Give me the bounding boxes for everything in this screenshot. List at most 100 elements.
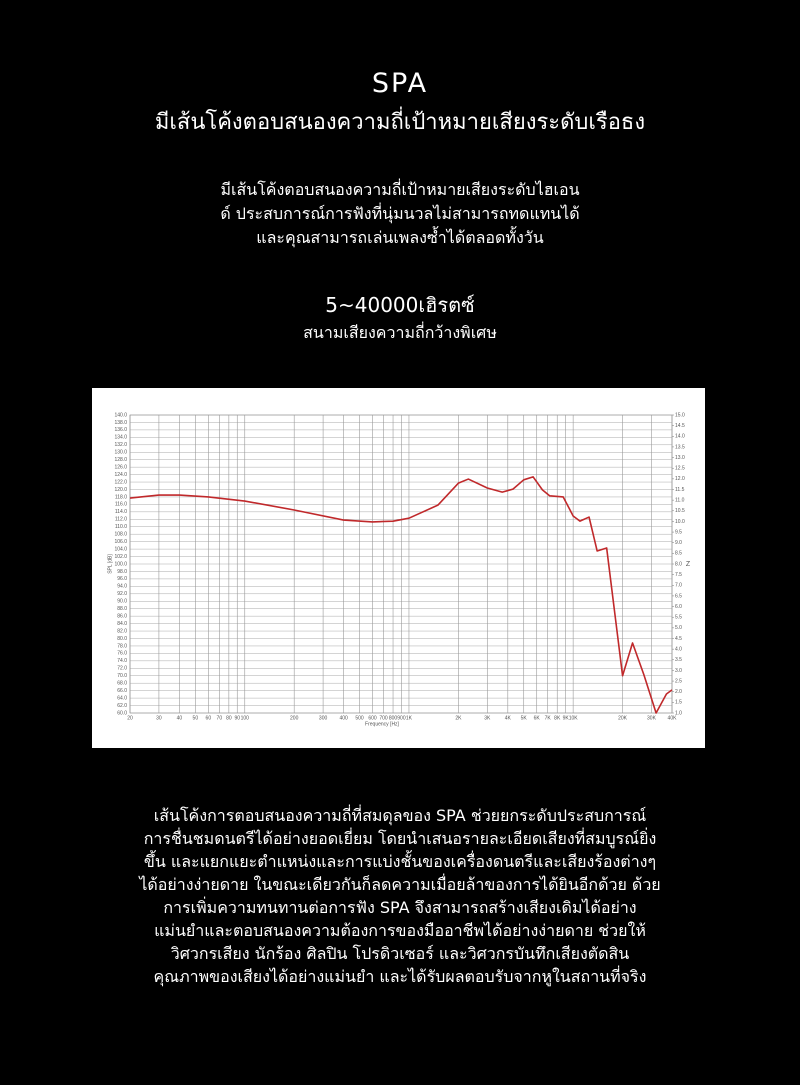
intro-line: มีเส้นโค้งตอบสนองความถี่เป้าหมายเสียงระด…	[220, 180, 580, 199]
y2-tick-label: 4.0	[675, 646, 682, 652]
y-tick-label: 70.0	[117, 673, 127, 679]
y-tick-label: 62.0	[117, 703, 127, 709]
x-tick-label: 70	[217, 715, 223, 721]
x-tick-label: 3K	[484, 715, 491, 721]
y-tick-label: 88.0	[117, 606, 127, 612]
intro-line: ด์ ประสบการณ์การฟังที่นุ่มนวลไม่สามารถทด…	[220, 204, 580, 223]
y-tick-label: 126.0	[114, 464, 127, 470]
x-tick-label: 500	[355, 715, 364, 721]
x-tick-label: 60	[206, 715, 212, 721]
y-tick-label: 134.0	[114, 435, 127, 441]
y2-tick-label: 6.5	[675, 593, 682, 599]
spec-value: 5~40000เฮิรตซ์	[325, 293, 475, 317]
x-tick-label: 9K	[563, 715, 570, 721]
response-curve	[129, 476, 673, 714]
body-line: การชื่นชมดนตรีได้อย่างยอดเยี่ยม โดยนำเสน…	[143, 829, 657, 848]
body-line: ได้อย่างง่ายดาย ในขณะเดียวกันก็ลดความเมื…	[139, 875, 661, 894]
intro-line: และคุณสามารถเล่นเพลงซ้ำได้ตลอดทั้งวัน	[256, 228, 544, 247]
body-line: แม่นยำและตอบสนองความต้องการของมืออาชีพได…	[154, 921, 646, 940]
y-tick-label: 74.0	[117, 658, 127, 664]
y-tick-label: 112.0	[115, 517, 127, 523]
y-tick-label: 124.0	[114, 472, 127, 478]
y-axis-label: SPL [dB]	[107, 554, 113, 574]
x-tick-label: 50	[193, 715, 199, 721]
body-line: คุณภาพของเสียงได้อย่างแม่นยำ และได้รับผล…	[153, 967, 647, 986]
spec-label: สนามเสียงความถี่กว้างพิเศษ	[303, 323, 497, 342]
y-tick-label: 116.0	[115, 502, 127, 508]
y-tick-label: 120.0	[114, 487, 127, 493]
y-tick-label: 130.0	[114, 450, 127, 456]
y2-axis-label: Z	[686, 561, 691, 568]
y-tick-label: 132.0	[114, 442, 127, 448]
y2-tick-label: 11.0	[675, 497, 685, 503]
y2-tick-label: 6.0	[675, 604, 682, 610]
y-tick-label: 110.0	[115, 524, 127, 530]
y-tick-label: 114.0	[115, 509, 127, 515]
y2-tick-label: 12.0	[675, 476, 685, 482]
y-tick-label: 122.0	[114, 479, 127, 485]
x-tick-label: 8K	[554, 715, 561, 721]
x-tick-label: 1K	[406, 715, 413, 721]
y-tick-label: 84.0	[117, 621, 127, 627]
y2-tick-label: 14.5	[675, 423, 685, 429]
x-tick-label: 20K	[618, 715, 628, 721]
y-tick-label: 102.0	[114, 554, 127, 560]
y-tick-label: 68.0	[117, 681, 127, 687]
x-tick-label: 600	[368, 715, 377, 721]
y-tick-label: 140.0	[114, 412, 127, 418]
y-tick-label: 136.0	[114, 427, 127, 433]
y-tick-label: 86.0	[117, 613, 127, 619]
y-tick-label: 108.0	[114, 532, 127, 538]
y2-tick-label: 10.5	[675, 508, 685, 514]
y2-tick-label: 13.5	[675, 444, 685, 450]
y2-tick-label: 2.5	[675, 678, 682, 684]
x-tick-label: 900	[397, 715, 406, 721]
y2-tick-label: 12.5	[675, 466, 685, 472]
y-tick-label: 72.0	[117, 666, 127, 672]
y2-tick-label: 5.0	[675, 625, 682, 631]
subtitle: มีเส้นโค้งตอบสนองความถี่เป้าหมายเสียงระด…	[154, 110, 646, 135]
y-tick-label: 64.0	[117, 695, 127, 701]
y2-tick-label: 9.0	[675, 540, 682, 546]
y2-tick-label: 10.0	[675, 519, 685, 525]
body-line: การเพิ่มความทนทานต่อการฟัง SPA จึงสามารถ…	[163, 898, 637, 917]
y-tick-label: 104.0	[114, 546, 127, 552]
y2-tick-label: 8.5	[675, 551, 682, 557]
body-line: ขึ้น และแยกแยะตำแหน่งและการแบ่งชั้นของเค…	[143, 852, 657, 871]
y-tick-label: 118.0	[115, 494, 127, 500]
x-tick-label: 90	[234, 715, 240, 721]
y2-tick-label: 7.5	[675, 572, 682, 578]
body-line: วิศวกรเสียง นักร้อง ศิลปิน โปรดิวเซอร์ แ…	[170, 944, 630, 963]
y-tick-label: 78.0	[117, 643, 127, 649]
y-tick-label: 128.0	[114, 457, 127, 463]
x-tick-label: 700	[379, 715, 388, 721]
body-line: เส้นโค้งการตอบสนองความถี่ที่สมดุลของ SPA…	[153, 806, 647, 825]
y2-tick-label: 7.0	[675, 583, 682, 589]
x-tick-label: 2K	[455, 715, 462, 721]
x-tick-label: 40K	[668, 715, 678, 721]
y-tick-label: 106.0	[114, 539, 127, 545]
y-tick-label: 60.0	[117, 710, 127, 716]
y-tick-label: 96.0	[117, 576, 127, 582]
y2-tick-label: 9.5	[675, 529, 682, 535]
x-tick-label: 30K	[647, 715, 657, 721]
y-tick-label: 80.0	[117, 636, 127, 642]
y-tick-label: 138.0	[114, 420, 127, 426]
x-tick-label: 80	[226, 715, 232, 721]
y2-tick-label: 1.5	[675, 700, 682, 706]
y2-tick-label: 15.0	[675, 412, 685, 418]
y2-tick-label: 14.0	[675, 434, 685, 440]
x-tick-label: 200	[290, 715, 299, 721]
x-tick-label: 40	[177, 715, 183, 721]
y2-tick-label: 11.5	[675, 487, 685, 493]
y2-tick-label: 3.0	[675, 668, 682, 674]
x-tick-label: 10K	[569, 715, 579, 721]
y-tick-label: 66.0	[117, 688, 127, 694]
y2-tick-label: 5.5	[675, 615, 682, 621]
x-axis-label: Frequency [Hz]	[365, 721, 400, 727]
y-tick-label: 92.0	[117, 591, 127, 597]
x-tick-label: 5K	[521, 715, 528, 721]
y2-tick-label: 2.0	[675, 689, 682, 695]
y2-tick-label: 13.0	[675, 455, 685, 461]
